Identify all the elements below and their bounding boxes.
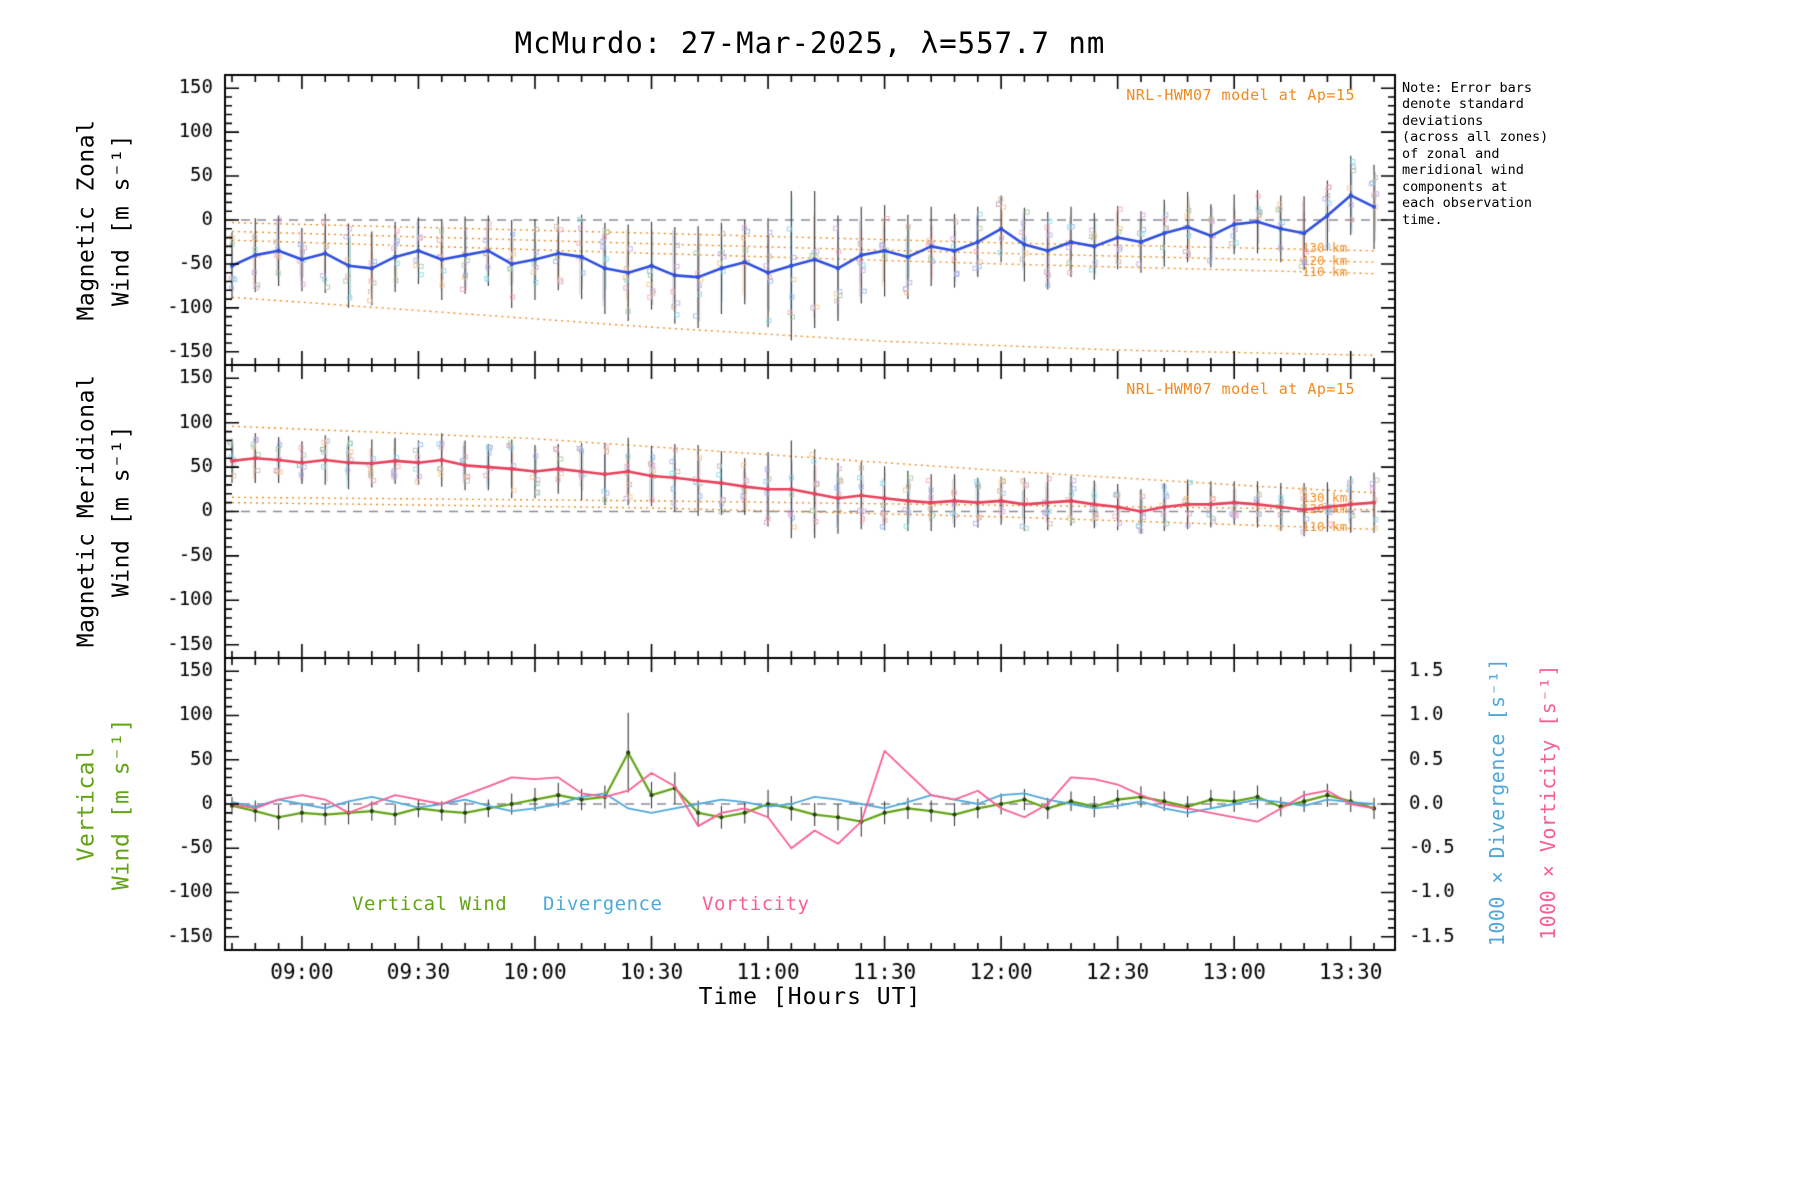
vorticity-axis-title: 1000 × Vorticity [s⁻¹] <box>1536 664 1560 940</box>
divergence-axis-title: 1000 × Divergence [s⁻¹] <box>1485 657 1509 947</box>
chart-title: McMurdo: 27-Mar-2025, λ=557.7 nm <box>514 26 1106 60</box>
legend-vertical-wind: Vertical Wind <box>352 893 508 915</box>
model-annotation-zonal: NRL-HWM07 model at Ap=15 <box>1126 86 1355 104</box>
vertical-axis-title: Vertical Wind [m s⁻¹] <box>73 717 135 891</box>
x-axis-title: Time [Hours UT] <box>698 984 922 1010</box>
model-annotation-meridional: NRL-HWM07 model at Ap=15 <box>1126 380 1355 398</box>
zonal-axis-title: Magnetic Zonal Wind [m s⁻¹] <box>73 119 135 321</box>
note-text: Note: Error bars denote standard deviati… <box>1402 80 1549 228</box>
legend-divergence: Divergence <box>543 893 663 915</box>
meridional-axis-title: Magnetic Meridional Wind [m s⁻¹] <box>73 374 135 648</box>
legend-vorticity: Vorticity <box>702 893 810 915</box>
